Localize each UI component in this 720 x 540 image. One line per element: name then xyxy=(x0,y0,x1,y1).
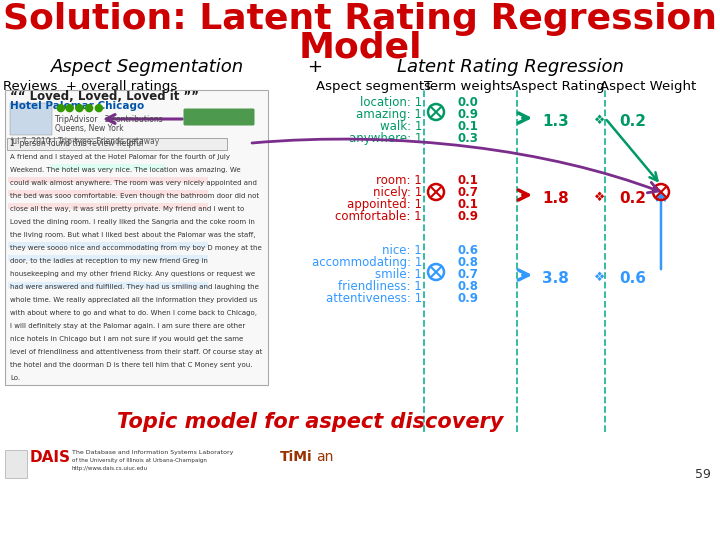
Text: http://www.dais.cs.uiuc.edu: http://www.dais.cs.uiuc.edu xyxy=(72,466,148,471)
Text: +: + xyxy=(307,58,323,76)
Text: nicely: 1: nicely: 1 xyxy=(373,186,422,199)
Text: close all the way, it was still pretty private. My friend and I went to: close all the way, it was still pretty p… xyxy=(10,206,244,212)
Text: 59: 59 xyxy=(695,468,711,481)
Text: Overall...: Overall... xyxy=(199,112,239,121)
Text: Queens, New York: Queens, New York xyxy=(55,124,124,133)
FancyBboxPatch shape xyxy=(8,203,208,209)
Text: 0.1: 0.1 xyxy=(458,120,478,133)
Text: 1.3: 1.3 xyxy=(542,114,569,129)
Text: they were soooo nice and accommodating from my boy D money at the: they were soooo nice and accommodating f… xyxy=(10,245,262,251)
Text: could walk almost anywhere. The room was very nicely appointed and: could walk almost anywhere. The room was… xyxy=(10,180,257,186)
Text: of the University of Illinois at Urbana-Champaign: of the University of Illinois at Urbana-… xyxy=(72,458,207,463)
FancyBboxPatch shape xyxy=(8,177,208,183)
Text: A friend and I stayed at the Hotel Palomar for the fourth of July: A friend and I stayed at the Hotel Palom… xyxy=(10,154,230,160)
Text: smile: 1: smile: 1 xyxy=(375,268,422,281)
Text: 0.2: 0.2 xyxy=(619,114,646,129)
Text: Hotel Palomar Chicago: Hotel Palomar Chicago xyxy=(10,101,144,111)
Text: 0.3: 0.3 xyxy=(458,132,478,145)
FancyArrowPatch shape xyxy=(252,139,658,193)
Text: had were answered and fulfilled. They had us smiling and laughing the: had were answered and fulfilled. They ha… xyxy=(10,284,259,290)
Text: 0.7: 0.7 xyxy=(458,268,478,281)
Text: attentiveness: 1: attentiveness: 1 xyxy=(326,292,422,305)
Text: 1.8: 1.8 xyxy=(542,191,569,206)
Text: 0.1: 0.1 xyxy=(458,198,478,211)
Text: ““ Loved, Loved, Loved it ””: ““ Loved, Loved, Loved it ”” xyxy=(10,90,199,103)
Text: Loved the dining room. I really liked the Sangria and the coke room in: Loved the dining room. I really liked th… xyxy=(10,219,255,225)
Text: Topic model for aspect discovery: Topic model for aspect discovery xyxy=(117,412,503,432)
Text: 0.1: 0.1 xyxy=(458,174,478,187)
Text: TripAdvisor   3 contributions: TripAdvisor 3 contributions xyxy=(55,115,163,124)
Text: 0.8: 0.8 xyxy=(457,280,479,293)
Text: door, to the ladies at reception to my new friend Greg in: door, to the ladies at reception to my n… xyxy=(10,258,208,264)
Text: Latent Rating Regression: Latent Rating Regression xyxy=(397,58,624,76)
Text: location: 1: location: 1 xyxy=(360,96,422,109)
FancyBboxPatch shape xyxy=(10,103,52,135)
Text: The Database and Information Systems Laboratory: The Database and Information Systems Lab… xyxy=(72,450,233,455)
Text: I will definitely stay at the Palomar again. I am sure there are other: I will definitely stay at the Palomar ag… xyxy=(10,323,246,329)
Text: Solution: Latent Rating Regression: Solution: Latent Rating Regression xyxy=(3,2,717,36)
Text: an: an xyxy=(316,450,333,464)
Text: ●●●●●: ●●●●● xyxy=(55,103,104,113)
Text: 0.0: 0.0 xyxy=(458,96,478,109)
Text: nice: 1: nice: 1 xyxy=(382,244,422,257)
Text: 3.8: 3.8 xyxy=(542,271,569,286)
Text: level of friendliness and attentiveness from their staff. Of course stay at: level of friendliness and attentiveness … xyxy=(10,349,262,355)
Text: Term weights: Term weights xyxy=(424,80,512,93)
Text: 0.6: 0.6 xyxy=(619,271,646,286)
FancyBboxPatch shape xyxy=(8,255,208,261)
Text: appointed: 1: appointed: 1 xyxy=(347,198,422,211)
Text: Jul 7, 2010 | Trip type: Friends getaway: Jul 7, 2010 | Trip type: Friends getaway xyxy=(10,137,159,146)
Text: 0.2: 0.2 xyxy=(619,191,646,206)
Text: 0.9: 0.9 xyxy=(457,108,479,121)
Text: accommodating: 1: accommodating: 1 xyxy=(312,256,422,269)
Text: Lo.: Lo. xyxy=(10,375,20,381)
Text: 0.9: 0.9 xyxy=(457,210,479,223)
Text: the hotel and the doorman D is there tell him that C Money sent you.: the hotel and the doorman D is there tel… xyxy=(10,362,253,368)
Text: amazing: 1: amazing: 1 xyxy=(356,108,422,121)
Text: the living room. But what I liked best about the Palomar was the staff,: the living room. But what I liked best a… xyxy=(10,232,256,238)
FancyBboxPatch shape xyxy=(8,282,208,288)
Text: the bed was sooo comfortable. Even though the bathroom door did not: the bed was sooo comfortable. Even thoug… xyxy=(10,193,259,199)
FancyBboxPatch shape xyxy=(8,190,208,196)
FancyBboxPatch shape xyxy=(5,450,27,478)
Text: housekeeping and my other friend Ricky. Any questions or request we: housekeeping and my other friend Ricky. … xyxy=(10,271,255,277)
Text: Reviews  + overall ratings: Reviews + overall ratings xyxy=(3,80,177,93)
Text: Aspect Segmentation: Aspect Segmentation xyxy=(51,58,245,76)
Text: ❖: ❖ xyxy=(595,191,606,204)
Text: Model: Model xyxy=(298,30,422,64)
Text: ❖: ❖ xyxy=(595,271,606,284)
Text: friendliness: 1: friendliness: 1 xyxy=(338,280,422,293)
Text: 1  person found this review helpful: 1 person found this review helpful xyxy=(10,139,143,148)
Text: Aspect Rating: Aspect Rating xyxy=(512,80,604,93)
Text: Aspect segments: Aspect segments xyxy=(315,80,431,93)
Text: with about where to go and what to do. When I come back to Chicago,: with about where to go and what to do. W… xyxy=(10,310,257,316)
Text: comfortable: 1: comfortable: 1 xyxy=(336,210,422,223)
FancyBboxPatch shape xyxy=(7,138,227,150)
FancyBboxPatch shape xyxy=(5,90,268,385)
Text: 0.8: 0.8 xyxy=(457,256,479,269)
Text: room: 1: room: 1 xyxy=(377,174,422,187)
FancyBboxPatch shape xyxy=(184,109,254,125)
Text: 0.6: 0.6 xyxy=(457,244,479,257)
Text: whole time. We really appreciated all the information they provided us: whole time. We really appreciated all th… xyxy=(10,297,257,303)
FancyBboxPatch shape xyxy=(8,242,208,248)
Text: Aspect Weight: Aspect Weight xyxy=(600,80,696,93)
Text: walk: 1: walk: 1 xyxy=(379,120,422,133)
Text: TiMi: TiMi xyxy=(280,450,312,464)
FancyBboxPatch shape xyxy=(50,164,165,170)
Text: Weekend. The hotel was very nice. The location was amazing. We: Weekend. The hotel was very nice. The lo… xyxy=(10,167,240,173)
Text: 0.9: 0.9 xyxy=(457,292,479,305)
Text: 0.7: 0.7 xyxy=(458,186,478,199)
Text: ❖: ❖ xyxy=(595,114,606,127)
Text: anywhere: 1: anywhere: 1 xyxy=(348,132,422,145)
Text: nice hotels in Chicago but I am not sure if you would get the same: nice hotels in Chicago but I am not sure… xyxy=(10,336,243,342)
Text: DAIS: DAIS xyxy=(30,450,71,465)
